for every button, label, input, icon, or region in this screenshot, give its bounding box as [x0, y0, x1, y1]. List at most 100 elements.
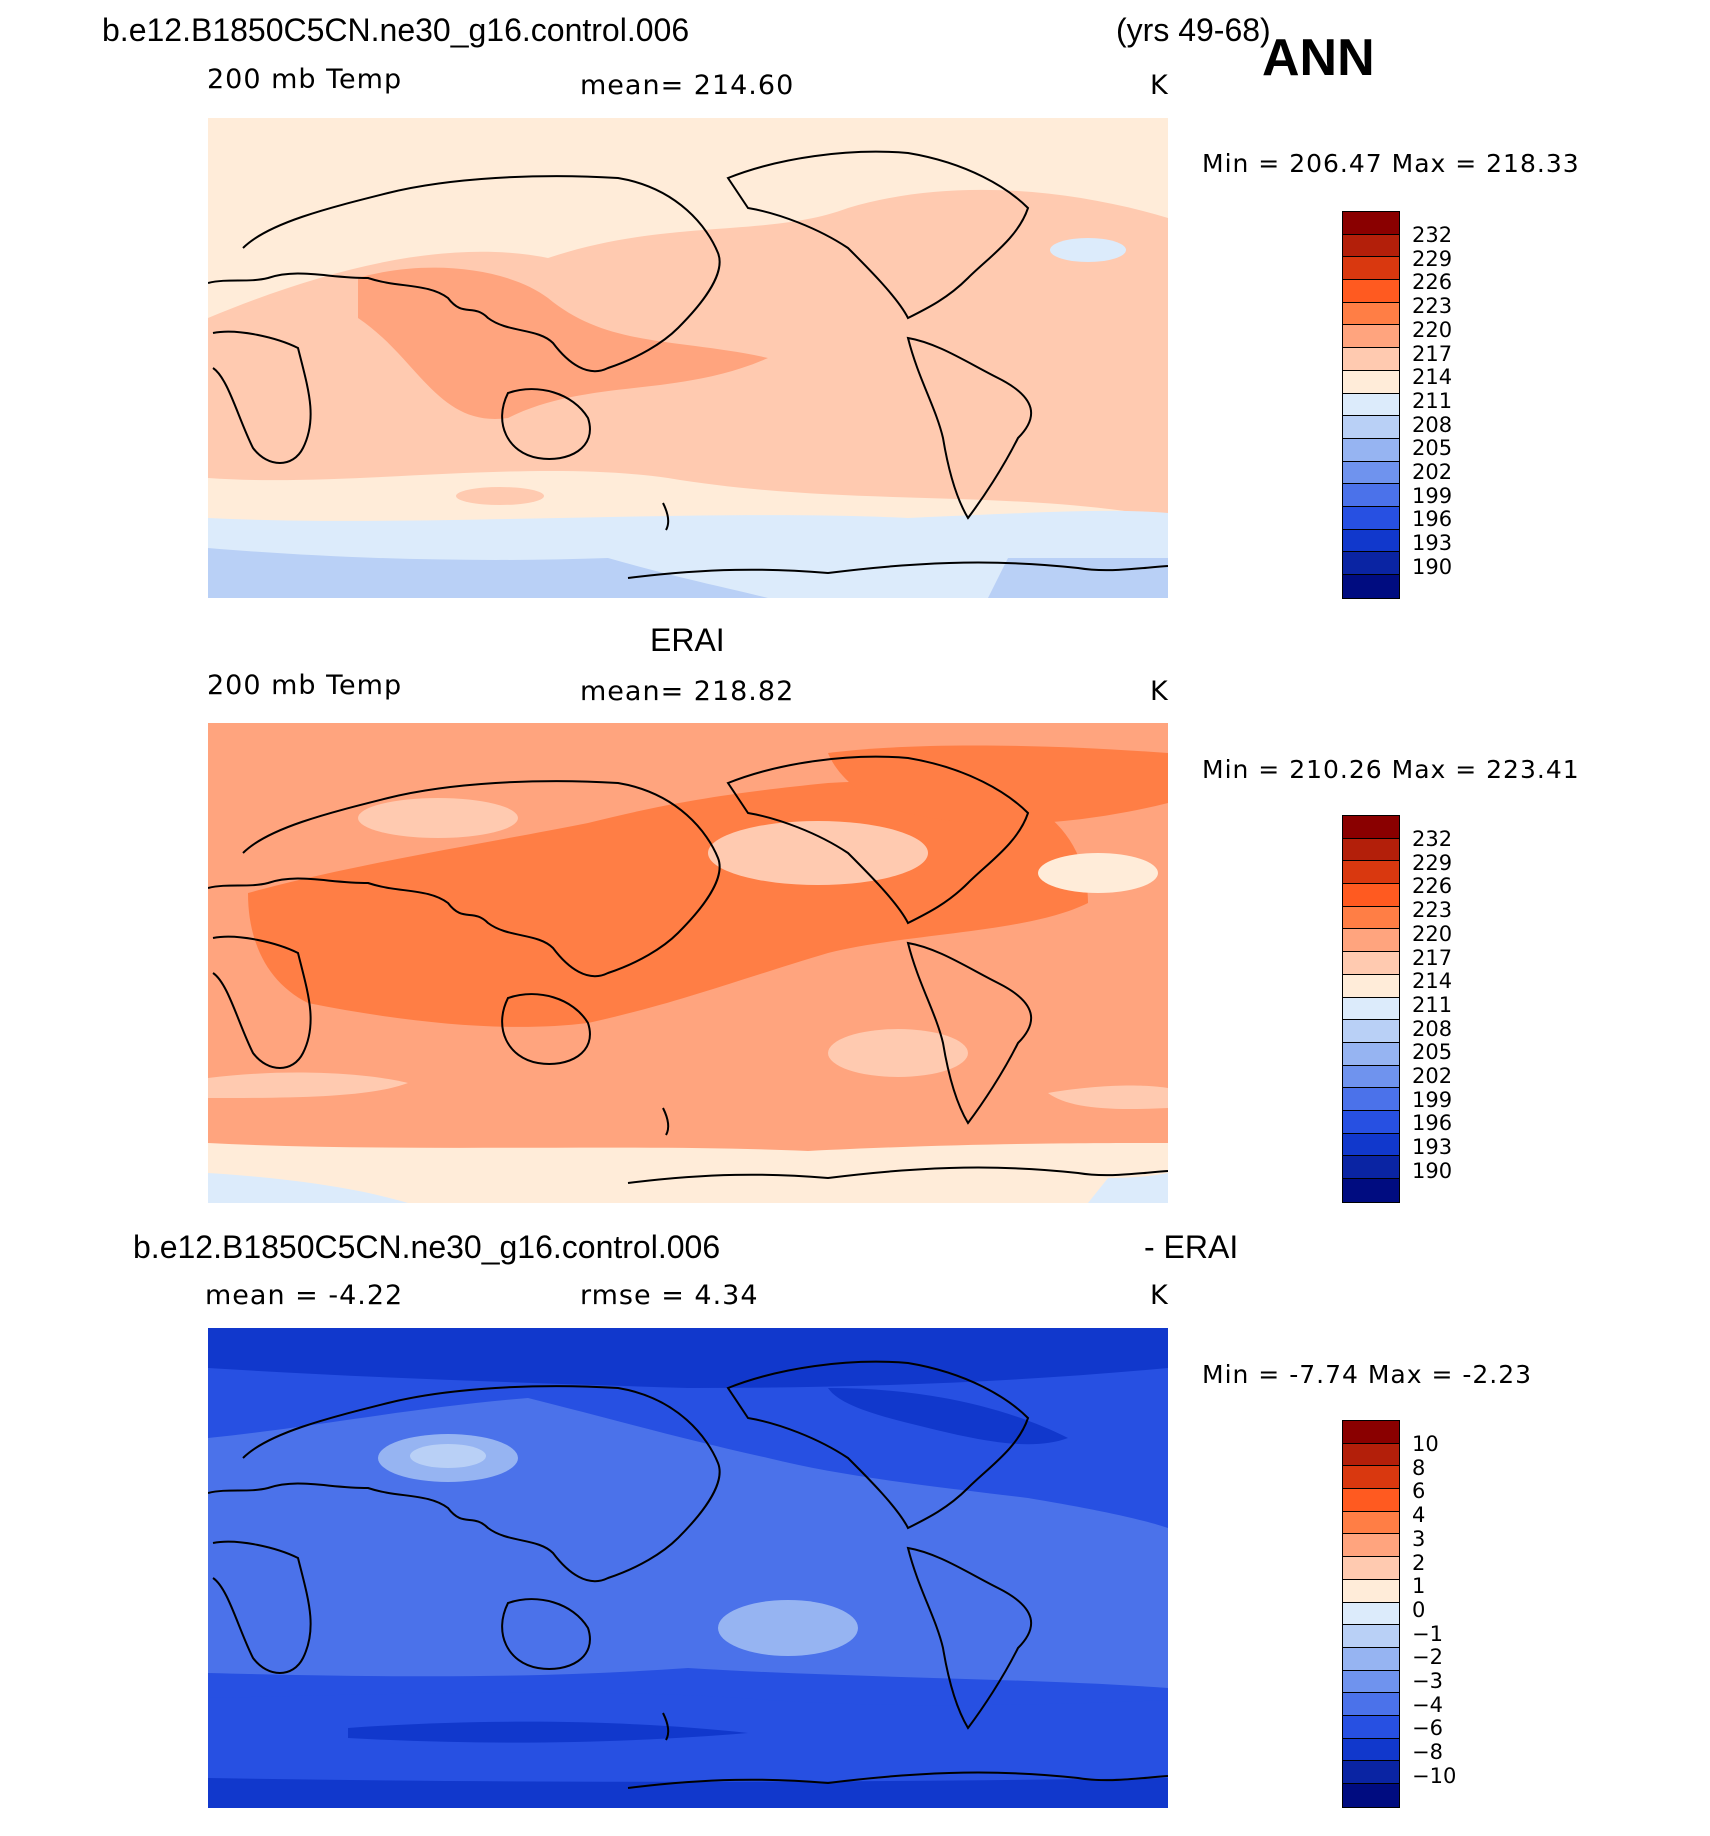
colorbar-swatch: [1343, 370, 1399, 394]
colorbar-label: 202: [1412, 1064, 1453, 1089]
colorbar-label: 199: [1412, 483, 1453, 508]
years-label: (yrs 49-68): [1116, 12, 1271, 48]
colorbar-swatch: [1343, 575, 1399, 598]
colorbar-swatch: [1343, 1156, 1399, 1179]
colorbar-swatch: [1343, 302, 1399, 326]
colorbar-swatch: [1343, 1466, 1399, 1490]
colorbar-swatch: [1343, 1557, 1399, 1580]
colorbar-label: 2: [1412, 1550, 1426, 1575]
colorbar-label: 4: [1412, 1503, 1426, 1528]
colorbar-swatch: [1343, 1534, 1399, 1558]
colorbar-label: 1: [1412, 1574, 1426, 1599]
colorbar-label: 190: [1412, 554, 1453, 579]
colorbar-label: 220: [1412, 317, 1453, 342]
colorbar-swatch: [1343, 212, 1399, 235]
colorbar-label: 223: [1412, 294, 1453, 319]
colorbar-swatch: [1343, 1647, 1399, 1671]
panel2-variable: 200 mb Temp: [207, 670, 403, 701]
colorbar-label: 193: [1412, 531, 1453, 556]
colorbar-label: 217: [1412, 341, 1453, 366]
colorbar-label: −2: [1412, 1645, 1443, 1670]
colorbar-label: 214: [1412, 365, 1453, 390]
colorbar-label: 208: [1412, 1016, 1453, 1041]
colorbar-swatch: [1343, 1602, 1399, 1626]
colorbar-swatch: [1343, 1443, 1399, 1467]
colorbar-swatch: [1343, 1625, 1399, 1648]
colorbar-swatch: [1343, 1784, 1399, 1807]
map-band-south-cool: [828, 1029, 968, 1077]
colorbar-label: 10: [1412, 1432, 1439, 1456]
panel3-units: K: [1150, 1280, 1169, 1311]
map-band-antarctic-cold: [208, 548, 1168, 598]
colorbar-label: −4: [1412, 1692, 1443, 1717]
map-band-arctic: [208, 1328, 1168, 1445]
colorbar-label: 196: [1412, 507, 1453, 532]
colorbar-swatch: [1343, 552, 1399, 575]
map-band-cool-asia: [358, 798, 518, 838]
colorbar-label: 217: [1412, 945, 1453, 970]
colorbar-swatch: [1343, 1761, 1399, 1784]
map-band-south-warm: [456, 487, 544, 505]
colorbar-swatch: [1343, 1489, 1399, 1512]
colorbar-swatch: [1343, 816, 1399, 839]
panel2-units: K: [1150, 676, 1169, 707]
colorbar-swatch: [1343, 325, 1399, 349]
season-label: ANN: [1262, 29, 1375, 87]
colorbar-swatch: [1343, 257, 1399, 281]
panel2-colorbar-labels: 232 229 226 223 220 217 214 211 208 205 202 199 196 1…: [1412, 827, 1453, 1184]
colorbar-label: −10: [1412, 1763, 1457, 1788]
colorbar-swatch: [1343, 1421, 1399, 1444]
colorbar-swatch: [1343, 929, 1399, 953]
panel3-map: [208, 1328, 1168, 1808]
panel2-minmax: Min = 210.26 Max = 223.41: [1202, 755, 1580, 784]
colorbar-swatch: [1343, 416, 1399, 439]
colorbar-label: −3: [1412, 1669, 1443, 1694]
panel3-map-svg: [208, 1328, 1168, 1808]
colorbar-label: 208: [1412, 412, 1453, 437]
colorbar-swatch: [1343, 1042, 1399, 1066]
colorbar-label: 232: [1412, 223, 1453, 247]
map-band-cool-pacific: [708, 821, 928, 885]
colorbar-swatch: [1343, 952, 1399, 975]
colorbar-swatch: [1343, 1670, 1399, 1694]
map-band-cool-spot: [1050, 238, 1126, 262]
colorbar-swatch: [1343, 348, 1399, 371]
panel1-units: K: [1150, 70, 1169, 101]
colorbar-label: 229: [1412, 850, 1453, 875]
panel2-map: [208, 723, 1168, 1203]
colorbar-label: 223: [1412, 898, 1453, 923]
panel1-map: [208, 118, 1168, 598]
colorbar-label: 205: [1412, 1040, 1453, 1065]
map-band-strong-south: [208, 1692, 1168, 1808]
map-band-weakest-asia: [410, 1444, 486, 1468]
colorbar-swatch: [1343, 280, 1399, 303]
coastlines: [208, 755, 1168, 1184]
colorbar-swatch: [1343, 1715, 1399, 1739]
colorbar-swatch: [1343, 1693, 1399, 1716]
panel3-colorbar-labels: 10 8 6 4 3 2 1 0 −1 −2 −3 −4 −6 −8 −10: [1412, 1432, 1457, 1789]
panel3-title-left: b.e12.B1850C5CN.ne30_g16.control.006: [133, 1229, 721, 1265]
map-band-antarctic-cool: [208, 1173, 1168, 1203]
panel1-mean: mean= 214.60: [580, 70, 795, 101]
colorbar-swatch: [1343, 1110, 1399, 1134]
colorbar-label: 229: [1412, 246, 1453, 271]
colorbar-swatch: [1343, 393, 1399, 417]
colorbar-label: 193: [1412, 1135, 1453, 1160]
colorbar-label: 220: [1412, 921, 1453, 946]
colorbar-label: 196: [1412, 1111, 1453, 1136]
panel3-minmax: Min = -7.74 Max = -2.23: [1202, 1360, 1533, 1389]
colorbar-label: 211: [1412, 992, 1453, 1017]
colorbar-swatch: [1343, 1511, 1399, 1535]
panel2-colorbar: [1342, 815, 1400, 1203]
colorbar-label: −1: [1412, 1621, 1443, 1646]
colorbar-label: 0: [1412, 1597, 1426, 1622]
panel1-variable: 200 mb Temp: [207, 64, 403, 95]
colorbar-label: 6: [1412, 1479, 1426, 1504]
colorbar-label: 226: [1412, 270, 1453, 295]
colorbar-swatch: [1343, 484, 1399, 507]
map-band-warmest: [358, 267, 768, 419]
colorbar-label: 8: [1412, 1455, 1426, 1480]
coastlines: [208, 1360, 1168, 1789]
colorbar-swatch: [1343, 1738, 1399, 1762]
colorbar-label: 226: [1412, 874, 1453, 899]
